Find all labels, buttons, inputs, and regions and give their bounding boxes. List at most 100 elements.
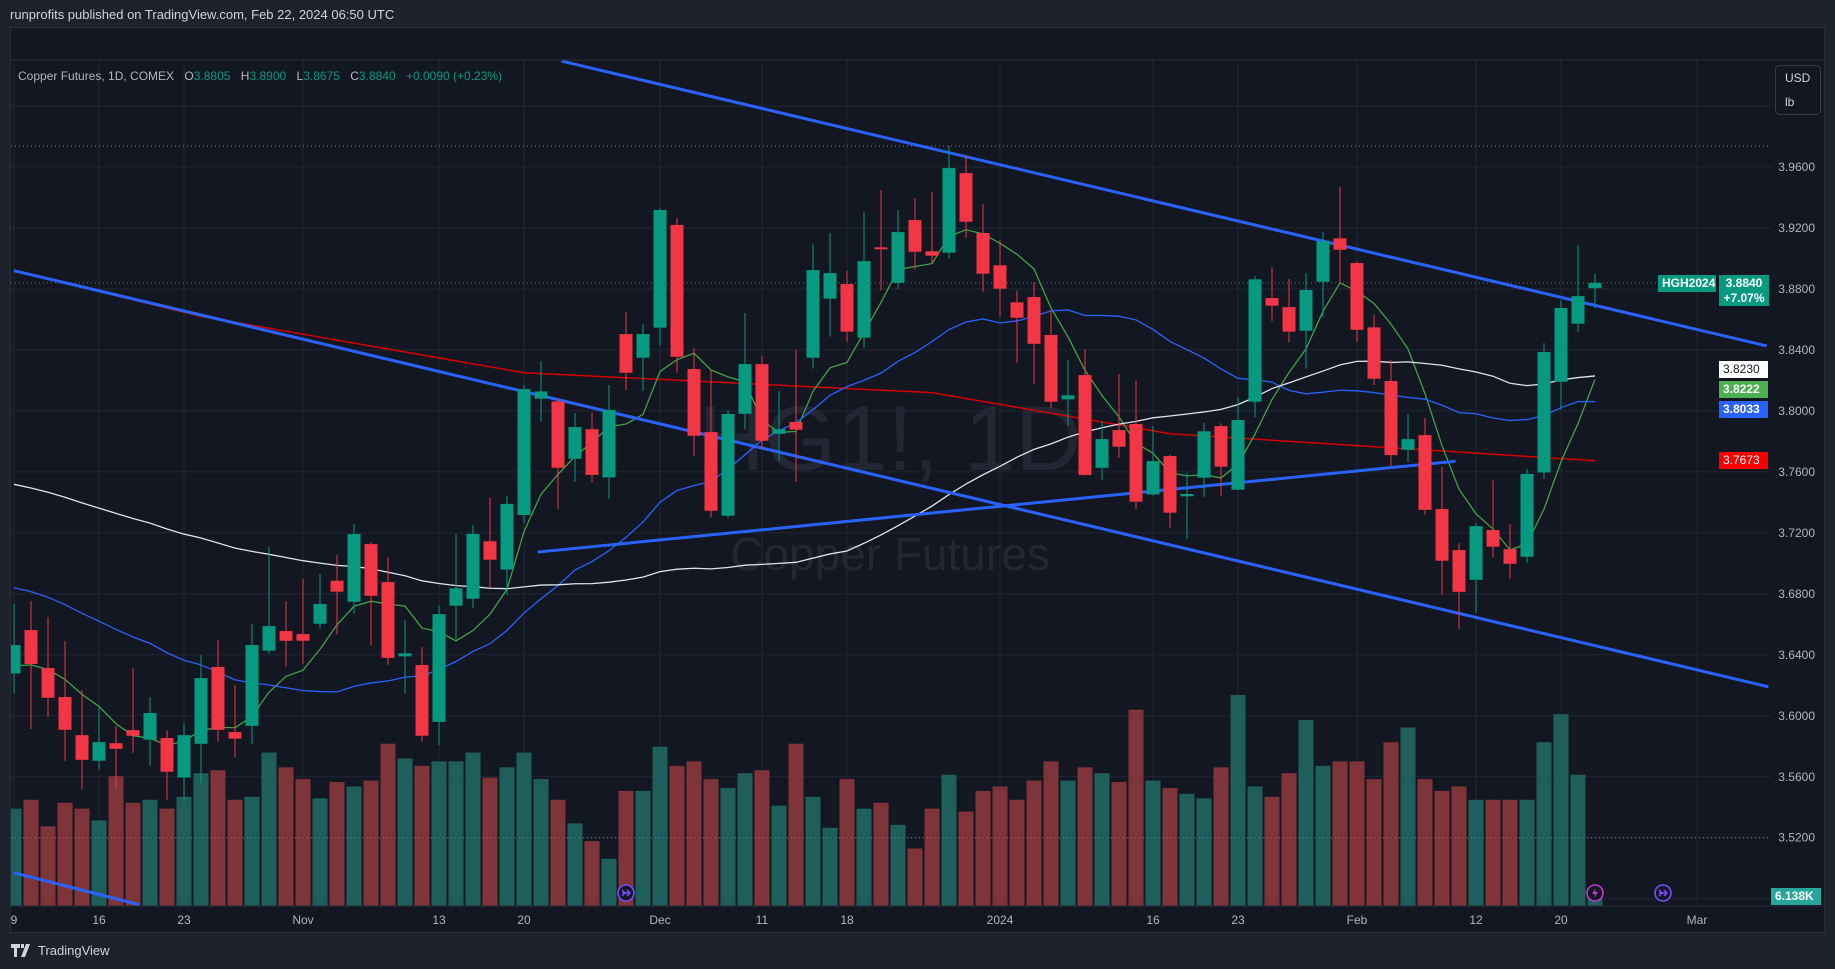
candle-body [1520,474,1534,557]
publisher-caption: runprofits published on TradingView.com,… [10,7,395,22]
candle-body [500,503,514,570]
candle [755,355,769,449]
candle-body [1078,375,1092,475]
candle-body [840,284,854,332]
arrow-event-icon [1654,884,1672,902]
volume-bar [584,841,600,906]
candle [75,690,89,789]
candle [41,617,55,717]
candle-body [143,713,157,740]
candle [1401,413,1415,462]
x-tick-label: 12 [1469,913,1483,927]
open-value: 3.8805 [193,69,231,83]
y-tick-label: 3.8000 [1778,404,1815,418]
volume-bar [669,765,685,906]
candle [1248,275,1262,418]
volume-bar [1145,780,1161,906]
candle-body [670,224,684,357]
x-tick-label: Dec [649,913,670,927]
volume-bar [1417,779,1433,906]
candle-body [1129,424,1143,502]
volume-bar [346,786,362,906]
volume-bar [1162,787,1178,906]
candle-body [177,735,191,778]
candle [840,270,854,342]
tradingview-logo[interactable]: TradingView [11,943,110,958]
candle [364,542,378,646]
volume-bar [873,802,889,906]
high-value: 3.8900 [249,69,287,83]
candle [891,209,905,289]
candle [1316,232,1330,318]
candle [551,398,565,509]
volume-bar [278,767,294,906]
volume-bar [958,811,974,906]
x-tick-label: 11 [756,913,769,927]
candle-body [772,429,786,434]
candle-body [1248,279,1262,402]
candle-body [228,732,242,739]
candle [738,313,752,430]
candle [585,413,599,483]
volume-bar [822,827,838,906]
volume-bar [244,796,260,906]
candle [1469,523,1483,614]
volume-bar [720,787,736,906]
candle-body [806,270,820,358]
candle [925,192,939,263]
candle-body [1367,327,1381,379]
unit-label[interactable]: lb [1785,95,1795,109]
x-tick-label: Nov [292,913,313,927]
ma-blue-line [13,309,1596,693]
x-tick-label: 18 [840,913,854,927]
last-change-value: +7.07% [1723,291,1765,305]
currency-label[interactable]: USD [1785,71,1811,85]
candle [1265,267,1279,321]
volume-bar [805,796,821,906]
volume-bar [1366,779,1382,906]
candle [1333,186,1347,283]
candle [1027,282,1041,384]
volume-bar [788,743,804,906]
change-value: +0.0090 (+0.23%) [405,69,503,83]
lightning-glyph [1592,888,1598,898]
last-price-value: 3.8840 [1725,276,1763,290]
candle-body [449,588,463,606]
ma-white-line [13,360,1596,590]
volume-bar [499,767,515,906]
candle-body [1180,493,1194,497]
volume-bar [11,808,22,906]
volume-bar [125,802,141,906]
candle-body [364,544,378,596]
volume-bar [1451,786,1467,906]
candle [1384,360,1398,466]
candle-body [1537,352,1551,473]
volume-bar [482,777,498,906]
candle [1112,374,1126,458]
candle [1367,315,1381,385]
arrow-event-icon [617,884,635,902]
candle [1418,418,1432,515]
currency-unit-selector[interactable]: USD lb [1775,65,1821,115]
candle [908,198,922,270]
candle-body [296,634,310,641]
candle-body [313,604,327,624]
x-tick-label: Feb [1347,913,1368,927]
x-tick-label: 23 [177,913,191,927]
symbol-title[interactable]: Copper Futures, 1D, COMEX [18,69,175,83]
candle [228,685,242,757]
candle [466,524,480,609]
volume-bar [431,761,447,906]
candle-body [721,413,735,516]
candle-body [942,168,956,253]
candle [1163,454,1177,528]
close-label: C [350,69,359,83]
volume-bar [1026,780,1042,906]
candle-body [653,209,667,328]
volume-bar [924,808,940,906]
high-label: H [240,69,250,83]
y-tick-label: 3.6400 [1778,648,1815,662]
candle [1044,309,1058,409]
